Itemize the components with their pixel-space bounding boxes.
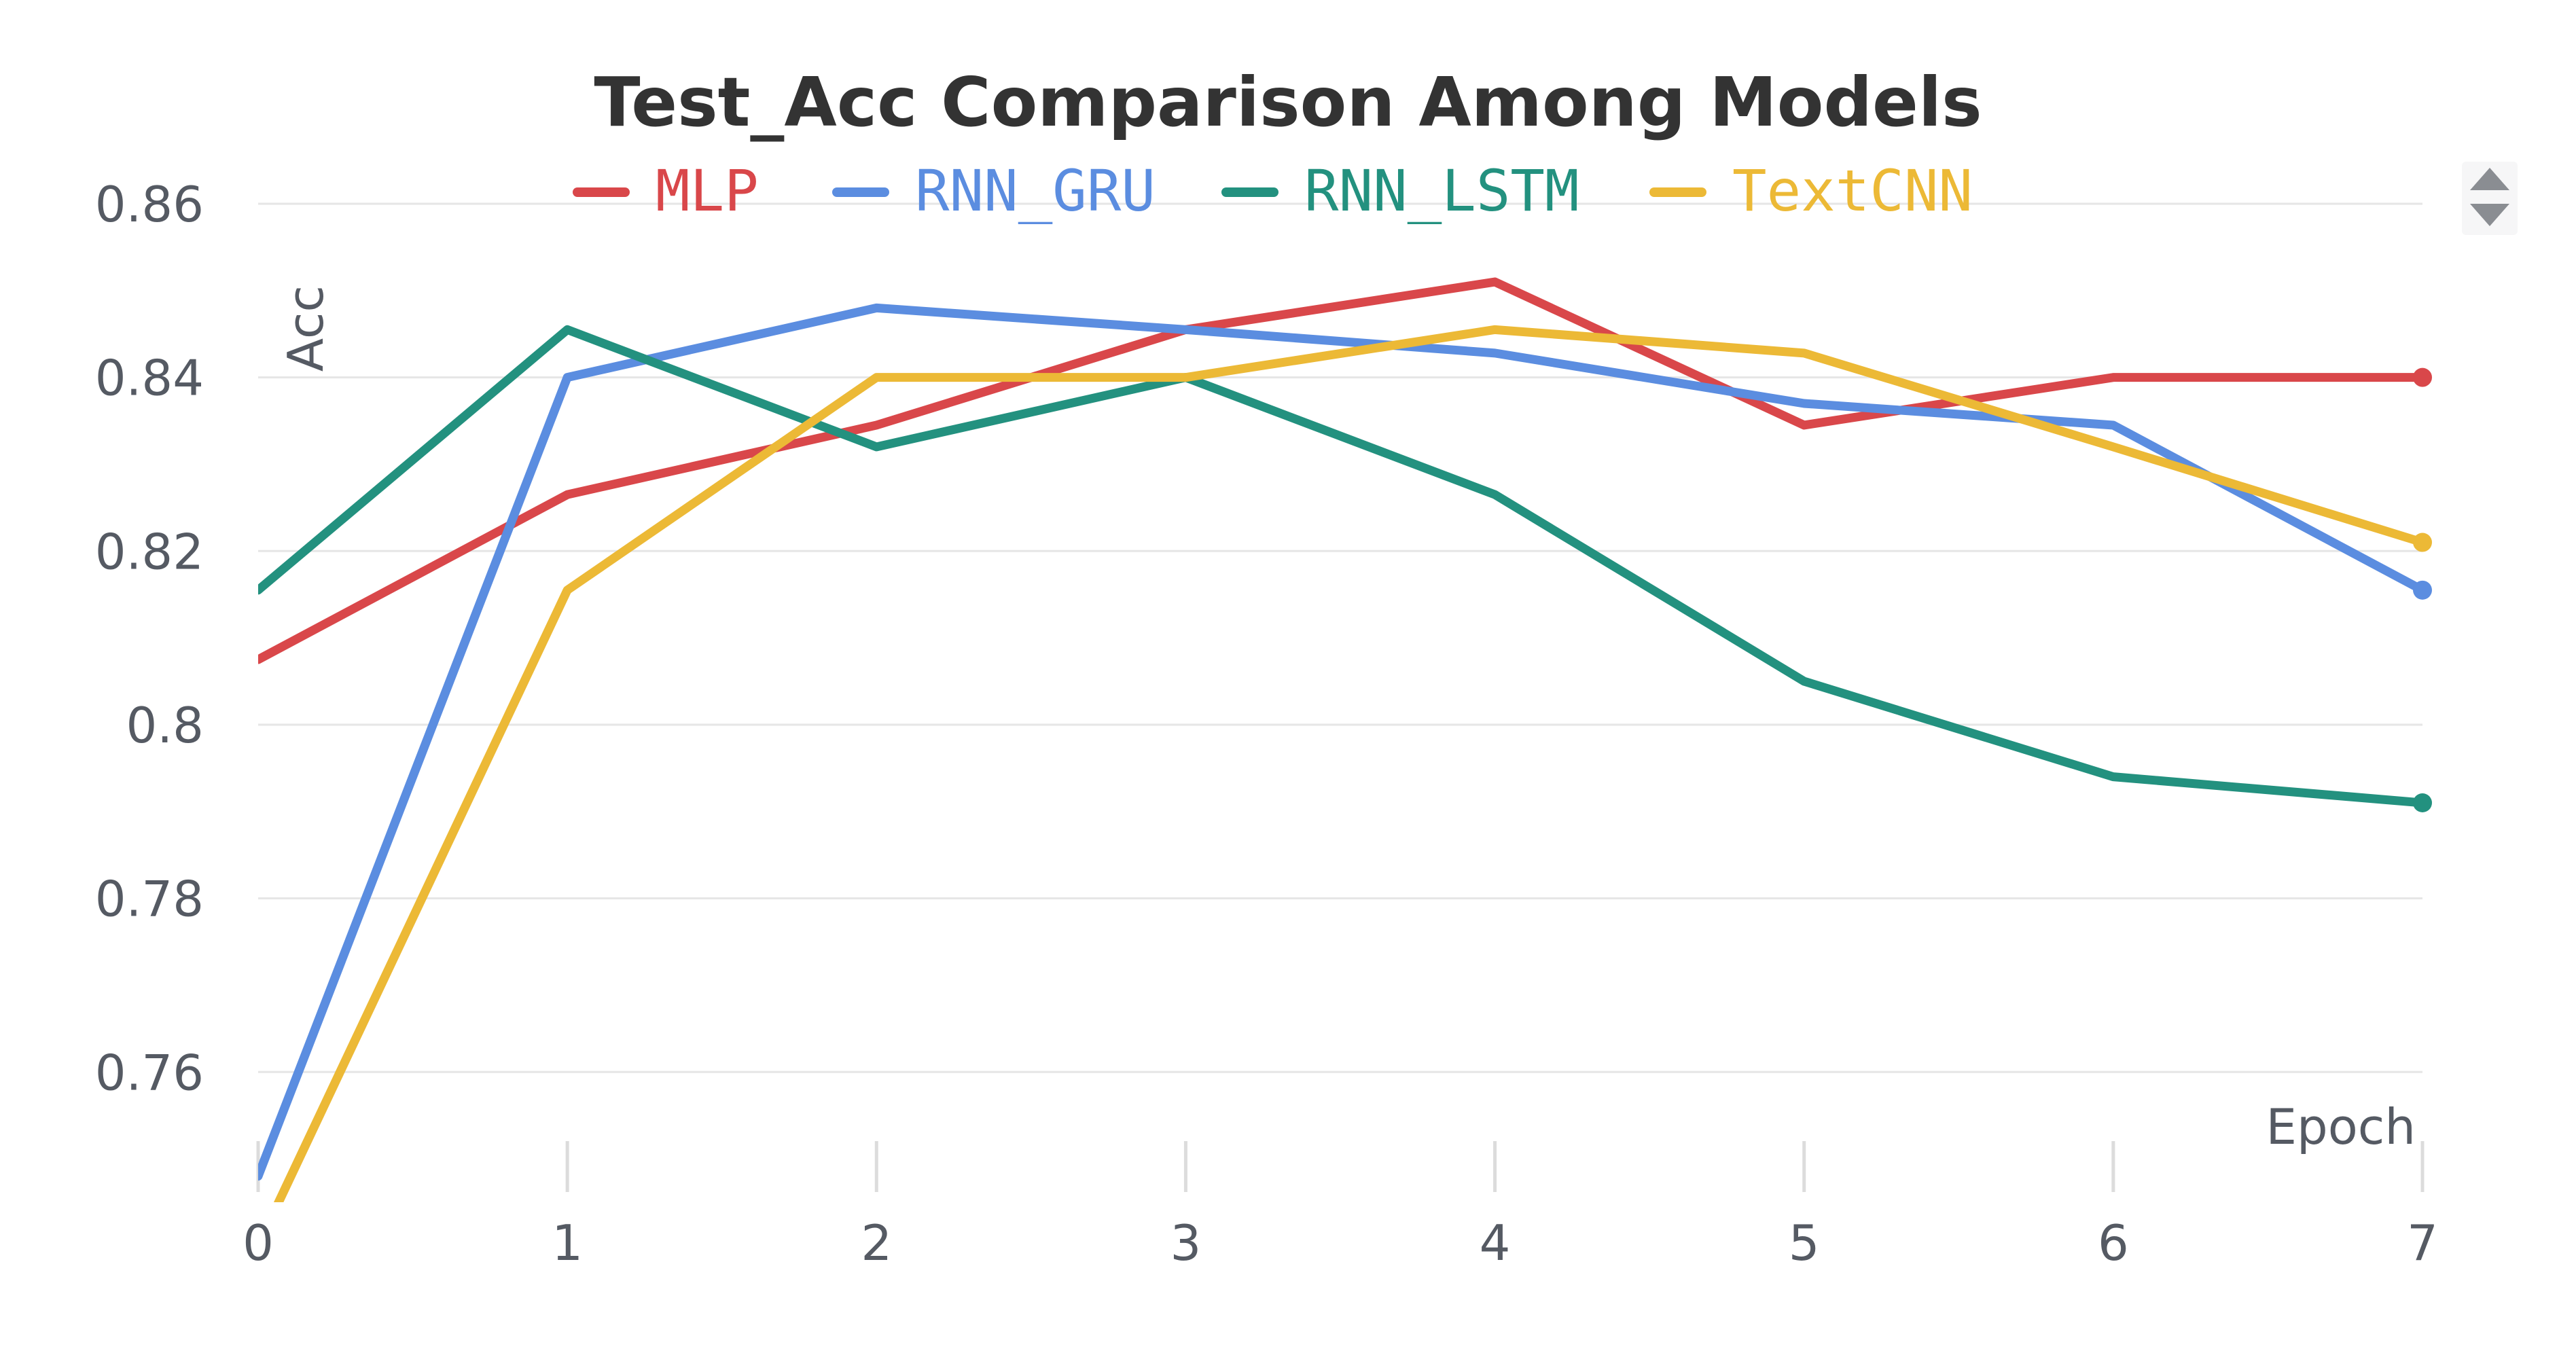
x-tick-layer [256, 1141, 2425, 1192]
legend-scroll-bg [2462, 162, 2518, 235]
x-tick-label: 4 [1480, 1214, 1511, 1271]
legend-item-rnn-gru[interactable]: RNN_GRU [832, 158, 1156, 224]
x-tick-label: 0 [243, 1214, 274, 1271]
y-tick-label: 0.86 [95, 176, 204, 233]
series-line-mlp [258, 277, 2427, 664]
y-tick-label: 0.78 [95, 871, 204, 928]
chart-title: Test_Acc Comparison Among Models [594, 62, 1982, 142]
series-layer [258, 277, 2427, 1202]
legend-item-mlp[interactable]: MLP [573, 158, 759, 224]
legend-item-textcnn[interactable]: TextCNN [1649, 158, 1973, 224]
legend-label: RNN_LSTM [1304, 158, 1579, 224]
series-line-textcnn [273, 325, 2427, 1202]
x-axis-label: Epoch [2266, 1098, 2416, 1155]
series-endpoint-textcnn [2413, 533, 2432, 552]
y-tick-label-layer: 0.76 0.78 0.8 0.82 0.84 0.86 [95, 176, 204, 1101]
y-tick-label: 0.76 [95, 1044, 204, 1101]
x-tick-label: 1 [552, 1214, 583, 1271]
series-endpoint-rnn-gru [2413, 580, 2432, 600]
y-tick-label: 0.82 [95, 523, 204, 580]
triangle-up-icon[interactable] [2470, 168, 2509, 190]
triangle-down-icon[interactable] [2470, 204, 2509, 226]
legend[interactable]: MLP RNN_GRU RNN_LSTM TextCNN [573, 158, 1973, 224]
x-tick-label: 6 [2098, 1214, 2129, 1271]
x-tick-label-layer: 0 1 2 3 4 5 6 7 [243, 1214, 2438, 1271]
y-axis-label: Acc [277, 285, 334, 372]
legend-scroll[interactable] [2462, 162, 2518, 235]
series-endpoint-mlp [2413, 367, 2432, 387]
series-line-rnn-lstm [258, 325, 2427, 808]
y-tick-label: 0.8 [126, 697, 204, 754]
x-tick-label: 3 [1170, 1214, 1202, 1271]
legend-label: RNN_GRU [915, 158, 1156, 224]
legend-label: TextCNN [1732, 158, 1973, 224]
legend-item-rnn-lstm[interactable]: RNN_LSTM [1221, 158, 1579, 224]
x-tick-label: 2 [861, 1214, 892, 1271]
series-line-rnn-gru [258, 303, 2427, 1181]
y-tick-label: 0.84 [95, 350, 204, 407]
x-tick-label: 5 [1789, 1214, 1820, 1271]
legend-label: MLP [656, 158, 759, 224]
series-endpoint-rnn-lstm [2413, 793, 2432, 812]
endpoint-layer [2413, 367, 2432, 812]
x-tick-label: 7 [2407, 1214, 2438, 1271]
